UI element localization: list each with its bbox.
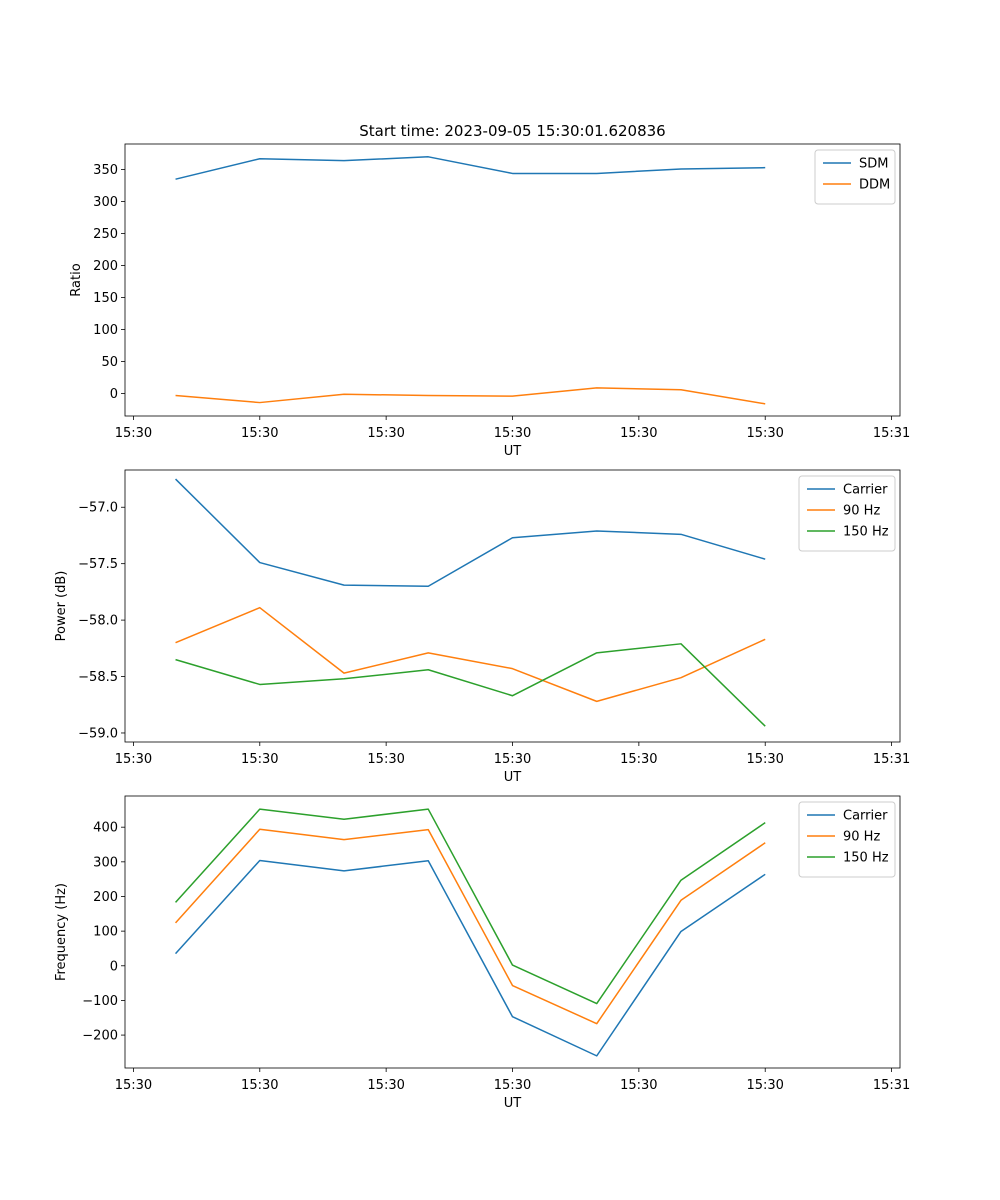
legend-entry: 90 Hz: [843, 504, 880, 519]
x-tick-label: 15:30: [367, 426, 404, 441]
y-tick-label: 250: [93, 227, 118, 242]
legend-box: [798, 475, 896, 552]
legend: Carrier 90 Hz 150 Hz: [798, 475, 896, 552]
x-tick-label: 15:30: [494, 752, 531, 767]
series-line-90-hz: [175, 606, 766, 703]
x-axis-label: UT: [504, 444, 522, 459]
y-tick-label: 50: [101, 355, 118, 370]
legend-entry: 90 Hz: [843, 830, 880, 845]
y-tick-label: 300: [93, 855, 118, 870]
legend-entry: 150 Hz: [843, 525, 889, 540]
x-tick-label: 15:30: [241, 426, 278, 441]
chart-panel-1: 0 50 100 150 200 250 300 350 15:30 15:30 15:30 15:3…: [69, 143, 910, 459]
x-tick-label: 15:30: [494, 1078, 531, 1093]
x-axis-label: UT: [504, 1096, 522, 1111]
series-line-150-hz: [174, 808, 766, 1005]
series-line-sdm: [175, 156, 766, 180]
y-tick-label: 100: [93, 925, 118, 940]
legend-entry: DDM: [859, 178, 890, 193]
y-tick-label: 350: [93, 163, 118, 178]
y-tick-label: 200: [93, 890, 118, 905]
x-tick-label: 15:31: [873, 426, 910, 441]
y-tick-label: −57.5: [78, 557, 118, 572]
y-tick-label: 0: [110, 959, 118, 974]
x-tick-label: 15:30: [746, 426, 783, 441]
y-tick-label: −100: [82, 994, 118, 1009]
y-tick-label: −59.0: [78, 726, 118, 741]
x-tick-label: 15:30: [115, 1078, 152, 1093]
x-tick-label: 15:30: [241, 1078, 278, 1093]
x-tick-label: 15:30: [620, 426, 657, 441]
legend: Carrier 90 Hz 150 Hz: [798, 801, 896, 878]
y-axis-label: Ratio: [69, 263, 84, 296]
series-line-90-hz: [174, 828, 766, 1025]
series-line-carrier: [175, 478, 766, 587]
series-line-150-hz: [175, 643, 766, 727]
x-tick-label: 15:30: [620, 1078, 657, 1093]
x-tick-label: 15:30: [367, 1078, 404, 1093]
chart-title: Start time: 2023-09-05 15:30:01.620836: [359, 122, 665, 140]
legend-entry: SDM: [859, 157, 888, 172]
panels: 0 50 100 150 200 250 300 350 15:30 15:30 15:30 15:3…: [54, 143, 910, 1111]
x-tick-label: 15:31: [873, 752, 910, 767]
y-axis-label: Power (dB): [54, 571, 69, 642]
y-tick-label: −58.0: [78, 614, 118, 629]
x-tick-label: 15:30: [620, 752, 657, 767]
y-tick-label: 400: [93, 821, 118, 836]
y-tick-label: 0: [110, 387, 118, 402]
y-tick-label: −200: [82, 1029, 118, 1044]
y-tick-label: 200: [93, 259, 118, 274]
series-line-carrier: [174, 859, 766, 1057]
legend-box: [798, 801, 896, 878]
chart-panel-3: −200 −100 0 100 200 300 400 15:30 15:30 15:30 15:3…: [54, 795, 910, 1111]
y-axis-label: Frequency (Hz): [54, 883, 69, 981]
legend: SDM DDM: [814, 149, 896, 205]
series-line-ddm: [175, 387, 766, 405]
legend-entry: Carrier: [843, 483, 888, 498]
x-tick-label: 15:30: [746, 1078, 783, 1093]
legend-entry: 150 Hz: [843, 851, 889, 866]
y-tick-label: −58.5: [78, 670, 118, 685]
legend-entry: Carrier: [843, 809, 888, 824]
x-tick-label: 15:30: [746, 752, 783, 767]
x-axis-label: UT: [504, 770, 522, 785]
x-tick-label: 15:30: [115, 752, 152, 767]
y-tick-label: 100: [93, 323, 118, 338]
x-tick-label: 15:30: [241, 752, 278, 767]
y-tick-label: 150: [93, 291, 118, 306]
y-tick-label: 300: [93, 195, 118, 210]
y-tick-label: −57.0: [78, 501, 118, 516]
x-tick-label: 15:30: [115, 426, 152, 441]
x-tick-label: 15:31: [873, 1078, 910, 1093]
x-tick-label: 15:30: [494, 426, 531, 441]
x-tick-label: 15:30: [367, 752, 404, 767]
chart-panel-2: −59.0 −58.5 −58.0 −57.5 −57.0 15:30 15:30 15:30…: [54, 469, 910, 785]
